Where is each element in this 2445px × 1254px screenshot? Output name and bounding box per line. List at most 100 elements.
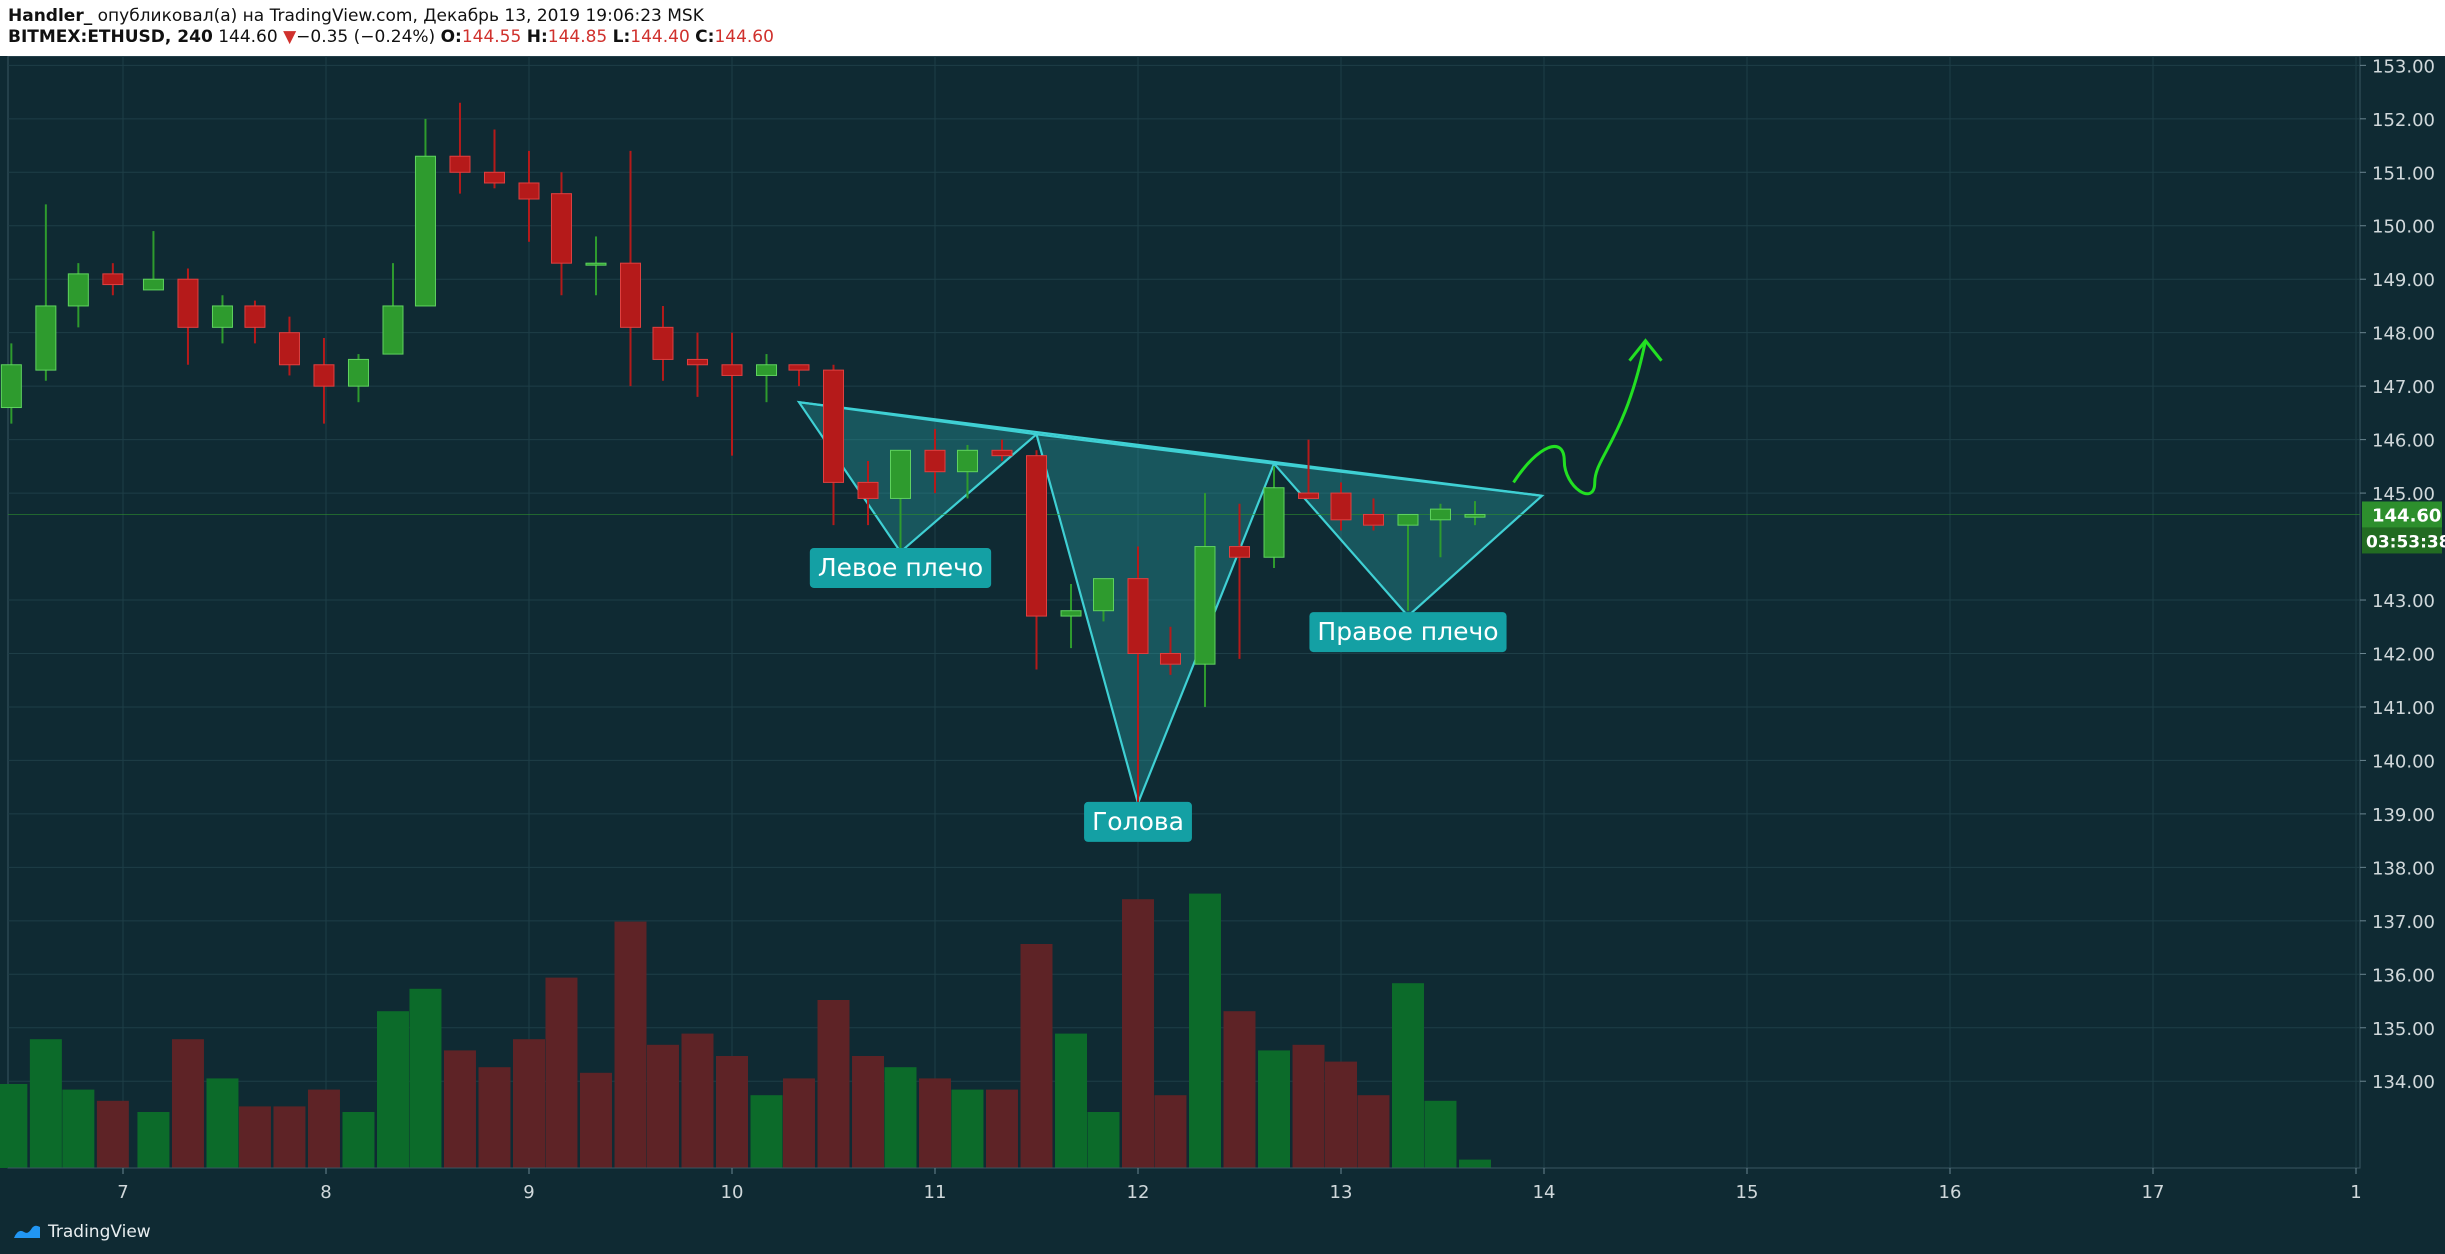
price-tick-label: 147.00 <box>2372 377 2435 398</box>
volume-bar <box>1357 1095 1390 1168</box>
time-tick-label: 12 <box>1127 1182 1150 1203</box>
candle-body <box>788 364 810 371</box>
volume-bar <box>206 1078 239 1168</box>
candle <box>1159 626 1181 675</box>
price-tick-label: 152.00 <box>2372 110 2435 131</box>
candle <box>102 263 124 296</box>
candle <box>1229 503 1250 659</box>
candle-body <box>585 262 607 266</box>
publish-info: опубликовал(а) на TradingView.com, Декаб… <box>97 6 704 26</box>
candle <box>244 300 266 344</box>
candle-body <box>721 364 743 376</box>
tradingview-logo[interactable]: TradingView <box>12 1222 151 1242</box>
candle <box>142 231 164 291</box>
candle-body <box>686 358 708 366</box>
candle-body <box>0 364 22 409</box>
candle <box>211 295 233 344</box>
volume-bar <box>1424 1100 1457 1168</box>
time-tick-label: 10 <box>721 1182 744 1203</box>
volume-bar <box>1325 1061 1357 1168</box>
candle <box>788 364 810 387</box>
price-tick-label: 141.00 <box>2372 698 2435 719</box>
candle-body <box>347 358 369 387</box>
candle-body <box>67 273 89 307</box>
volume-bar <box>96 1100 129 1168</box>
price-tick-label: 150.00 <box>2372 217 2435 238</box>
volume-bar <box>919 1078 951 1168</box>
volume-bar <box>1154 1095 1187 1168</box>
volume-bar <box>1055 1033 1088 1168</box>
pattern-label-text: Правое плечо <box>1317 617 1498 646</box>
volume-bar <box>409 988 442 1168</box>
candle <box>991 439 1013 462</box>
symbol-label[interactable]: BITMEX:ETHUSD, 240 <box>8 27 213 47</box>
author-name[interactable]: Handler_ <box>8 6 93 26</box>
plot-area <box>7 56 2361 1169</box>
candle <box>924 428 946 494</box>
candle-body <box>244 305 266 328</box>
volume-bar <box>716 1056 748 1168</box>
candle <box>518 150 540 242</box>
volume-bar <box>1258 1050 1291 1168</box>
current-price-text: 144.60 <box>2372 505 2441 526</box>
candle-body <box>924 449 946 473</box>
volume-bar <box>1122 899 1154 1168</box>
candle <box>889 449 911 552</box>
candle-body <box>382 305 404 355</box>
candle-body <box>1362 513 1384 526</box>
candle <box>1298 439 1320 499</box>
volume-bar <box>1188 893 1221 1168</box>
publish-line: Handler_ опубликовал(а) на TradingView.c… <box>8 6 704 26</box>
candle <box>35 204 57 381</box>
volume-bars <box>0 893 1491 1168</box>
time-tick-label: 13 <box>1330 1182 1353 1203</box>
candle-body <box>35 305 57 371</box>
candle-body <box>1298 492 1320 499</box>
candle <box>652 305 674 381</box>
price-tick-label: 151.00 <box>2372 163 2435 184</box>
candlestick-chart[interactable]: Левое плечо Голова Правое плечо 153.00 152.0… <box>0 56 2445 1212</box>
countdown-tag <box>2362 527 2442 554</box>
candle-body <box>1159 652 1181 665</box>
price-tick-label: 138.00 <box>2372 858 2435 879</box>
volume-bar <box>884 1067 917 1168</box>
candle <box>1397 513 1419 611</box>
price-tick-label: 139.00 <box>2372 805 2435 826</box>
volume-bar <box>1391 983 1424 1168</box>
time-tick-label: 15 <box>1736 1182 1759 1203</box>
volume-bar <box>1223 1011 1256 1168</box>
volume-bar <box>1458 1159 1491 1168</box>
candle <box>347 354 369 403</box>
candle-body <box>1060 610 1082 617</box>
grid <box>8 56 2360 1168</box>
last-price: 144.60 <box>218 27 278 47</box>
candle-body <box>414 155 436 307</box>
volume-bar <box>579 1072 612 1168</box>
time-tick-label: 1 <box>2350 1182 2361 1203</box>
open-label: O: <box>440 27 462 47</box>
candle-body <box>1229 546 1250 558</box>
volume-bar <box>171 1039 204 1168</box>
candle <box>1127 546 1149 804</box>
volume-bar <box>376 1011 409 1168</box>
candle <box>721 332 743 456</box>
candles <box>0 102 1486 804</box>
brand-name: TradingView <box>48 1222 151 1242</box>
volume-bar <box>646 1044 679 1168</box>
candle <box>1092 578 1114 622</box>
volume-bar <box>238 1106 271 1168</box>
candle <box>1263 466 1285 568</box>
volume-bar <box>750 1095 783 1168</box>
candle <box>1330 482 1352 531</box>
price-tick-label: 136.00 <box>2372 965 2435 986</box>
price-tick-label: 137.00 <box>2372 912 2435 933</box>
volume-bar <box>1087 1112 1120 1168</box>
candle <box>382 263 404 355</box>
candle-body <box>857 481 879 499</box>
candle <box>756 354 778 403</box>
forecast-arrow-path <box>1512 340 1647 496</box>
candle-body <box>756 364 778 376</box>
time-tick-label: 14 <box>1533 1182 1556 1203</box>
candle-body <box>177 278 199 328</box>
candle-body <box>1330 492 1352 521</box>
